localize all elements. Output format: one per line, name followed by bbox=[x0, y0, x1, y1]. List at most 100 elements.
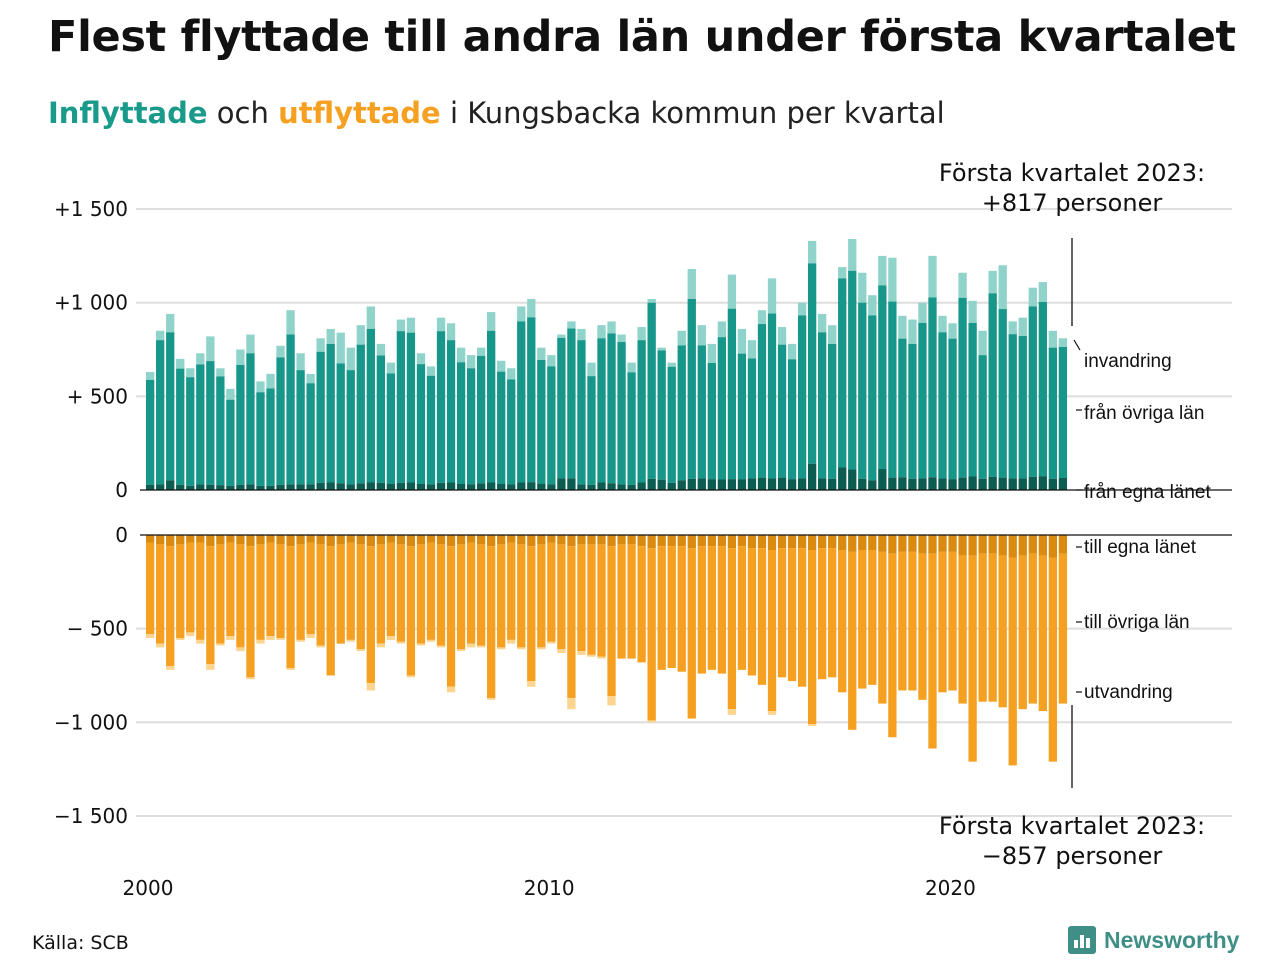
bar-outflow-local bbox=[597, 535, 606, 545]
bar-outflow-other bbox=[537, 544, 546, 648]
bar-inflow-local bbox=[1028, 476, 1037, 490]
bar-inflow-immigration bbox=[1038, 282, 1047, 302]
bar-outflow-local bbox=[968, 535, 977, 556]
bar-inflow-local bbox=[226, 485, 235, 490]
bar-outflow-other bbox=[517, 544, 526, 648]
bar-inflow-immigration bbox=[988, 270, 997, 294]
bar-outflow-local bbox=[888, 535, 897, 554]
bar-inflow-immigration bbox=[577, 328, 586, 341]
bar-inflow-local bbox=[797, 478, 807, 490]
bar-inflow-other bbox=[848, 270, 857, 470]
x-tick-label: 2000 bbox=[123, 876, 174, 900]
bar-outflow-emigration bbox=[517, 647, 526, 650]
y-tick-top: +1 000 bbox=[54, 291, 128, 315]
bar-outflow-emigration bbox=[727, 709, 737, 715]
category-label-in: invandring bbox=[1084, 351, 1172, 372]
bar-inflow-immigration bbox=[647, 298, 656, 303]
bar-outflow-emigration bbox=[436, 645, 446, 648]
bar-outflow-local bbox=[476, 535, 486, 545]
bar-inflow-other bbox=[607, 333, 616, 484]
bar-outflow-other bbox=[677, 546, 686, 672]
bar-outflow-local bbox=[547, 535, 556, 543]
bar-outflow-local bbox=[757, 535, 767, 549]
category-leader-in bbox=[1073, 339, 1081, 351]
bar-outflow-emigration bbox=[547, 641, 556, 644]
y-tick-bottom: 0 bbox=[115, 523, 128, 547]
bar-inflow-immigration bbox=[156, 330, 165, 341]
bar-outflow-other bbox=[617, 544, 626, 659]
bar-inflow-immigration bbox=[426, 366, 436, 376]
bar-outflow-other bbox=[366, 546, 375, 683]
bar-inflow-other bbox=[436, 331, 446, 483]
bar-inflow-other bbox=[988, 293, 997, 477]
bar-outflow-emigration bbox=[396, 641, 406, 644]
bar-chart-icon bbox=[1068, 926, 1096, 954]
bar-outflow-local bbox=[396, 535, 406, 545]
bar-outflow-other bbox=[246, 546, 255, 678]
bar-outflow-local bbox=[948, 535, 957, 552]
bar-outflow-local bbox=[998, 535, 1007, 556]
bar-outflow-other bbox=[346, 542, 355, 640]
bar-inflow-local bbox=[507, 484, 516, 490]
y-tick-top: +1 500 bbox=[54, 197, 128, 221]
bar-outflow-other bbox=[848, 551, 857, 730]
bar-inflow-local bbox=[366, 482, 375, 490]
bar-inflow-other bbox=[787, 359, 797, 480]
bar-outflow-local bbox=[356, 535, 365, 545]
bar-inflow-immigration bbox=[908, 319, 917, 344]
bar-outflow-local bbox=[366, 535, 375, 547]
bar-outflow-local bbox=[436, 535, 446, 545]
bar-inflow-other bbox=[707, 363, 716, 480]
bar-inflow-local bbox=[828, 478, 837, 490]
bar-outflow-local bbox=[1048, 535, 1057, 558]
bar-inflow-immigration bbox=[266, 373, 275, 389]
bar-inflow-immigration bbox=[1008, 321, 1017, 335]
bar-inflow-local bbox=[527, 482, 536, 490]
bar-outflow-local bbox=[687, 535, 696, 549]
bar-inflow-immigration bbox=[537, 347, 546, 361]
bar-inflow-other bbox=[306, 383, 315, 485]
bar-outflow-other bbox=[1028, 553, 1037, 704]
bar-outflow-local bbox=[697, 535, 706, 547]
bar-outflow-emigration bbox=[146, 634, 155, 639]
category-label-out: till egna länet bbox=[1084, 537, 1197, 558]
bar-inflow-immigration bbox=[236, 349, 245, 365]
bar-outflow-local bbox=[898, 535, 907, 552]
bar-inflow-immigration bbox=[607, 321, 616, 334]
bar-inflow-local bbox=[266, 485, 275, 490]
bar-outflow-local bbox=[456, 535, 466, 545]
bar-inflow-local bbox=[807, 463, 817, 490]
bar-outflow-other bbox=[948, 551, 957, 691]
category-label-in: från egna länet bbox=[1084, 482, 1211, 503]
bar-outflow-other bbox=[968, 555, 977, 762]
y-tick-top: + 500 bbox=[67, 384, 128, 408]
bar-inflow-other bbox=[697, 345, 706, 479]
bar-inflow-immigration bbox=[868, 295, 877, 316]
bar-outflow-local bbox=[848, 535, 857, 552]
bar-inflow-other bbox=[928, 297, 937, 478]
bar-outflow-local bbox=[647, 535, 656, 549]
bar-inflow-immigration bbox=[657, 347, 666, 351]
bar-outflow-local bbox=[246, 535, 255, 547]
bar-inflow-other bbox=[216, 376, 225, 486]
bar-inflow-local bbox=[567, 478, 576, 490]
bar-outflow-local bbox=[386, 535, 396, 543]
bar-inflow-immigration bbox=[386, 362, 396, 374]
bar-inflow-other bbox=[196, 364, 205, 485]
bar-inflow-local bbox=[848, 469, 857, 490]
bar-outflow-local bbox=[737, 535, 747, 547]
bar-outflow-emigration bbox=[476, 645, 486, 648]
bar-outflow-other bbox=[156, 544, 165, 644]
bar-inflow-immigration bbox=[757, 310, 767, 325]
bar-inflow-other bbox=[958, 297, 967, 478]
bar-inflow-other bbox=[517, 321, 526, 483]
bar-outflow-other bbox=[226, 542, 235, 637]
bar-outflow-emigration bbox=[416, 643, 426, 646]
bar-inflow-immigration bbox=[436, 317, 446, 332]
bar-inflow-local bbox=[617, 484, 626, 490]
bar-outflow-local bbox=[868, 535, 877, 550]
bar-inflow-other bbox=[146, 379, 155, 485]
bar-outflow-local bbox=[617, 535, 626, 545]
bar-inflow-local bbox=[838, 467, 847, 490]
